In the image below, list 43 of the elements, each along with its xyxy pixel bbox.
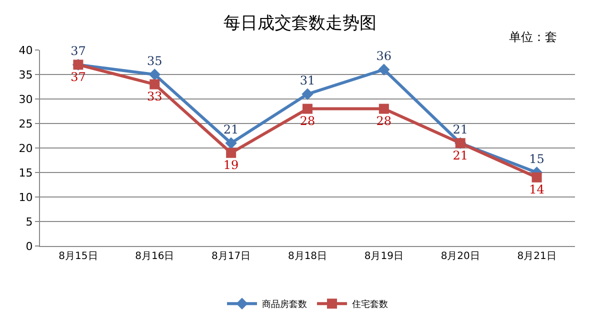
- y-tick-label: 40: [18, 44, 33, 57]
- data-label: 14: [529, 182, 545, 197]
- y-tick-label: 20: [18, 142, 33, 155]
- data-label: 21: [452, 148, 468, 162]
- text: 单位：套: [509, 30, 557, 44]
- point: [302, 88, 314, 100]
- point: [148, 68, 160, 80]
- data-label: 28: [300, 114, 316, 128]
- y-tick-label: 0: [26, 240, 33, 253]
- point: [378, 64, 390, 76]
- x-tick-label: 8月20日: [440, 251, 480, 262]
- y-tick-label: 10: [18, 190, 33, 204]
- x-tick-label: 8月19日: [364, 251, 404, 262]
- data-label: 35: [147, 54, 162, 68]
- point: [226, 148, 236, 158]
- data-label: 15: [529, 152, 544, 166]
- y-tick-label: 5: [26, 215, 33, 228]
- data-label: 28: [376, 114, 392, 128]
- legend-label: 商品房套数: [262, 299, 307, 310]
- x-tick-label: 8月15日: [58, 251, 98, 262]
- legend-label: 住宅套数: [352, 299, 388, 310]
- point: [150, 79, 160, 90]
- data-label: 21: [452, 122, 468, 136]
- y-tick-label: 15: [18, 166, 33, 180]
- point: [378, 104, 389, 114]
- x-tick-label: 8月17日: [212, 251, 251, 262]
- x-tick-label: 8月18日: [288, 251, 328, 262]
- point: [532, 172, 542, 182]
- chart-title: 每日成交套数走势图: [224, 13, 376, 34]
- data-label: 37: [70, 70, 86, 84]
- y-tick-label: 25: [18, 117, 33, 130]
- point: [225, 137, 237, 149]
- y-tick-label: 35: [18, 68, 33, 82]
- y-tick-label: 30: [18, 92, 33, 106]
- data-label: 21: [223, 122, 239, 136]
- x-tick-label: 8月16日: [135, 251, 174, 262]
- x-tick-label: 8月21日: [517, 251, 556, 262]
- data-label: 36: [376, 48, 392, 63]
- point: [302, 104, 312, 114]
- data-label: 31: [300, 73, 316, 88]
- data-label: 33: [147, 90, 162, 104]
- data-label: 19: [223, 158, 239, 172]
- data-label: 37: [70, 44, 86, 58]
